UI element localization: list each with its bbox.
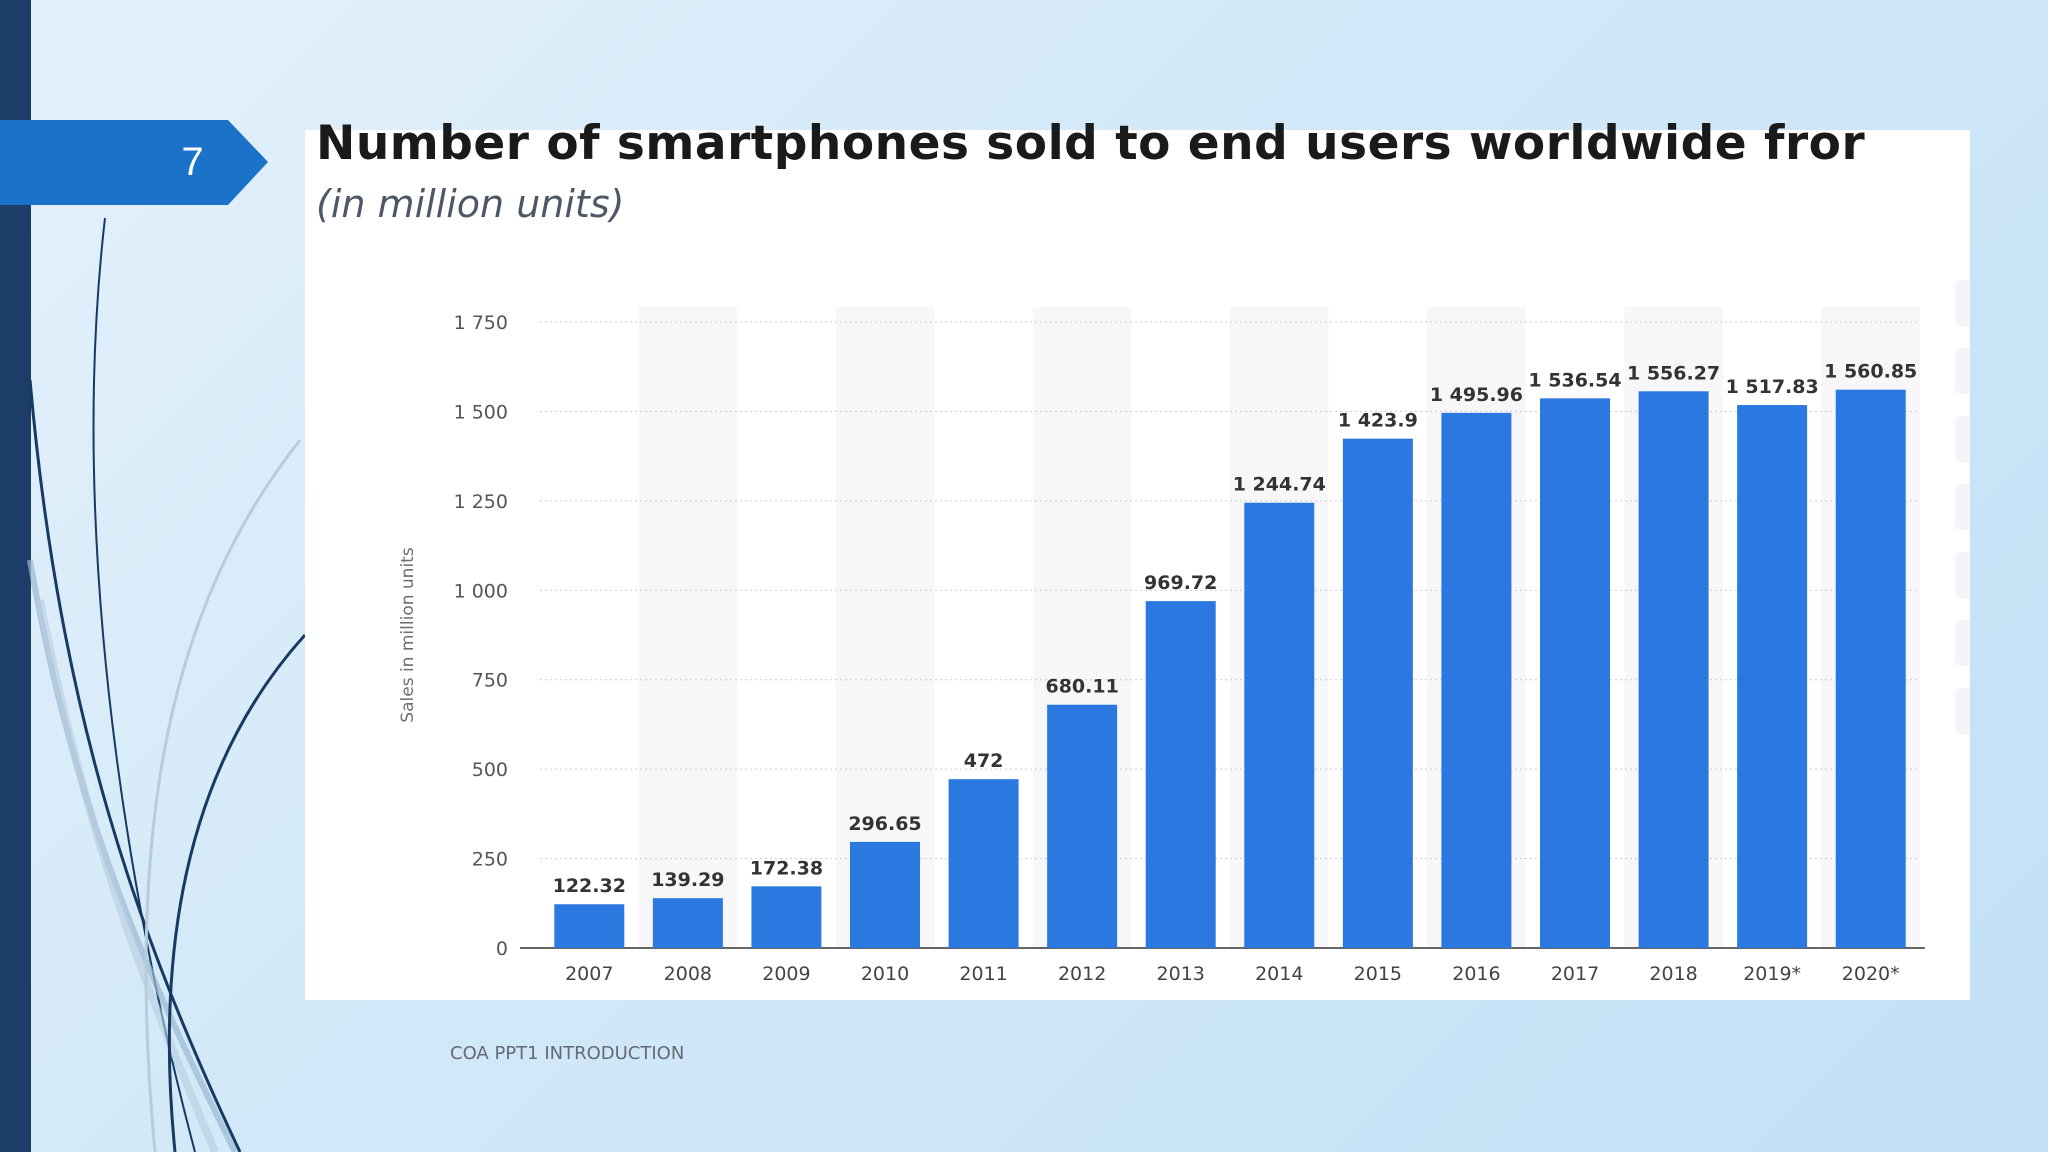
data-label: 1 423.9: [1338, 410, 1418, 432]
data-label: 139.29: [651, 869, 724, 891]
data-label: 172.38: [750, 857, 823, 879]
bar-chart: 0 250 500 750 1 000 1 250 1 500 1 750 Sales in m…: [398, 307, 1925, 985]
bar: [1638, 391, 1709, 948]
bar: [1441, 412, 1512, 948]
y-tick-label: 750: [472, 670, 508, 692]
slide-number-badge: [0, 120, 268, 205]
bar: [1145, 601, 1216, 948]
x-tick-label: 2014: [1255, 963, 1303, 985]
bar: [948, 779, 1019, 948]
x-tick-label: 2017: [1551, 963, 1599, 985]
chart-title: Number of smartphones sold to end users …: [316, 116, 1866, 171]
bar: [554, 904, 625, 948]
bar: [1540, 398, 1610, 949]
data-label: 472: [964, 750, 1004, 772]
side-control[interactable]: [1955, 348, 1970, 394]
y-tick-label: 250: [472, 849, 508, 871]
y-tick-label: 1 750: [454, 312, 508, 334]
x-tick-label: 2007: [565, 963, 613, 985]
x-tick-label: 2010: [861, 963, 909, 985]
bar: [1342, 438, 1413, 948]
column-band: [638, 307, 738, 948]
slide-number: 7: [181, 140, 204, 184]
x-tick-label: 2009: [762, 963, 810, 985]
data-label: 1 244.74: [1233, 474, 1326, 496]
x-tick-label: 2020*: [1842, 963, 1900, 985]
bar: [1244, 502, 1315, 948]
x-tick-label: 2018: [1649, 963, 1697, 985]
y-tick-label: 500: [472, 759, 508, 781]
x-tick-label: 2013: [1157, 963, 1205, 985]
data-label: 1 556.27: [1627, 362, 1720, 384]
y-axis-label: Sales in million units: [398, 547, 418, 723]
y-tick-label: 0: [496, 938, 508, 960]
x-tick-label: 2015: [1354, 963, 1402, 985]
side-control[interactable]: [1955, 620, 1970, 666]
bar: [850, 841, 920, 948]
x-tick-label: 2008: [664, 963, 712, 985]
side-control[interactable]: [1955, 280, 1970, 326]
bar: [1047, 704, 1118, 948]
side-control[interactable]: [1955, 484, 1970, 530]
x-tick-label: 2012: [1058, 963, 1106, 985]
side-control[interactable]: [1955, 416, 1970, 462]
bar: [1835, 389, 1906, 949]
x-tick-label: 2011: [959, 963, 1007, 985]
x-tick-label: 2016: [1452, 963, 1500, 985]
data-label: 1 495.96: [1430, 384, 1523, 406]
side-control[interactable]: [1955, 688, 1970, 734]
data-label: 296.65: [848, 813, 921, 835]
side-control[interactable]: [1955, 552, 1970, 598]
y-tick-label: 1 000: [454, 580, 508, 602]
data-label: 680.11: [1045, 676, 1118, 698]
x-tick-label: 2019*: [1743, 963, 1801, 985]
data-label: 1 560.85: [1824, 361, 1917, 383]
data-label: 122.32: [553, 875, 626, 897]
chart-subtitle: (in million units): [316, 182, 625, 226]
decorative-curves: [27, 217, 307, 1152]
bar: [1737, 405, 1808, 948]
y-tick-label: 1 500: [454, 401, 508, 423]
y-tick-label: 1 250: [454, 491, 508, 513]
data-label: 1 517.83: [1726, 376, 1819, 398]
data-label: 969.72: [1144, 572, 1217, 594]
slide-footer: COA PPT1 INTRODUCTION: [450, 1043, 685, 1064]
bar: [751, 886, 822, 948]
bar: [652, 898, 723, 948]
data-label: 1 536.54: [1528, 369, 1621, 391]
column-band: [835, 307, 935, 948]
